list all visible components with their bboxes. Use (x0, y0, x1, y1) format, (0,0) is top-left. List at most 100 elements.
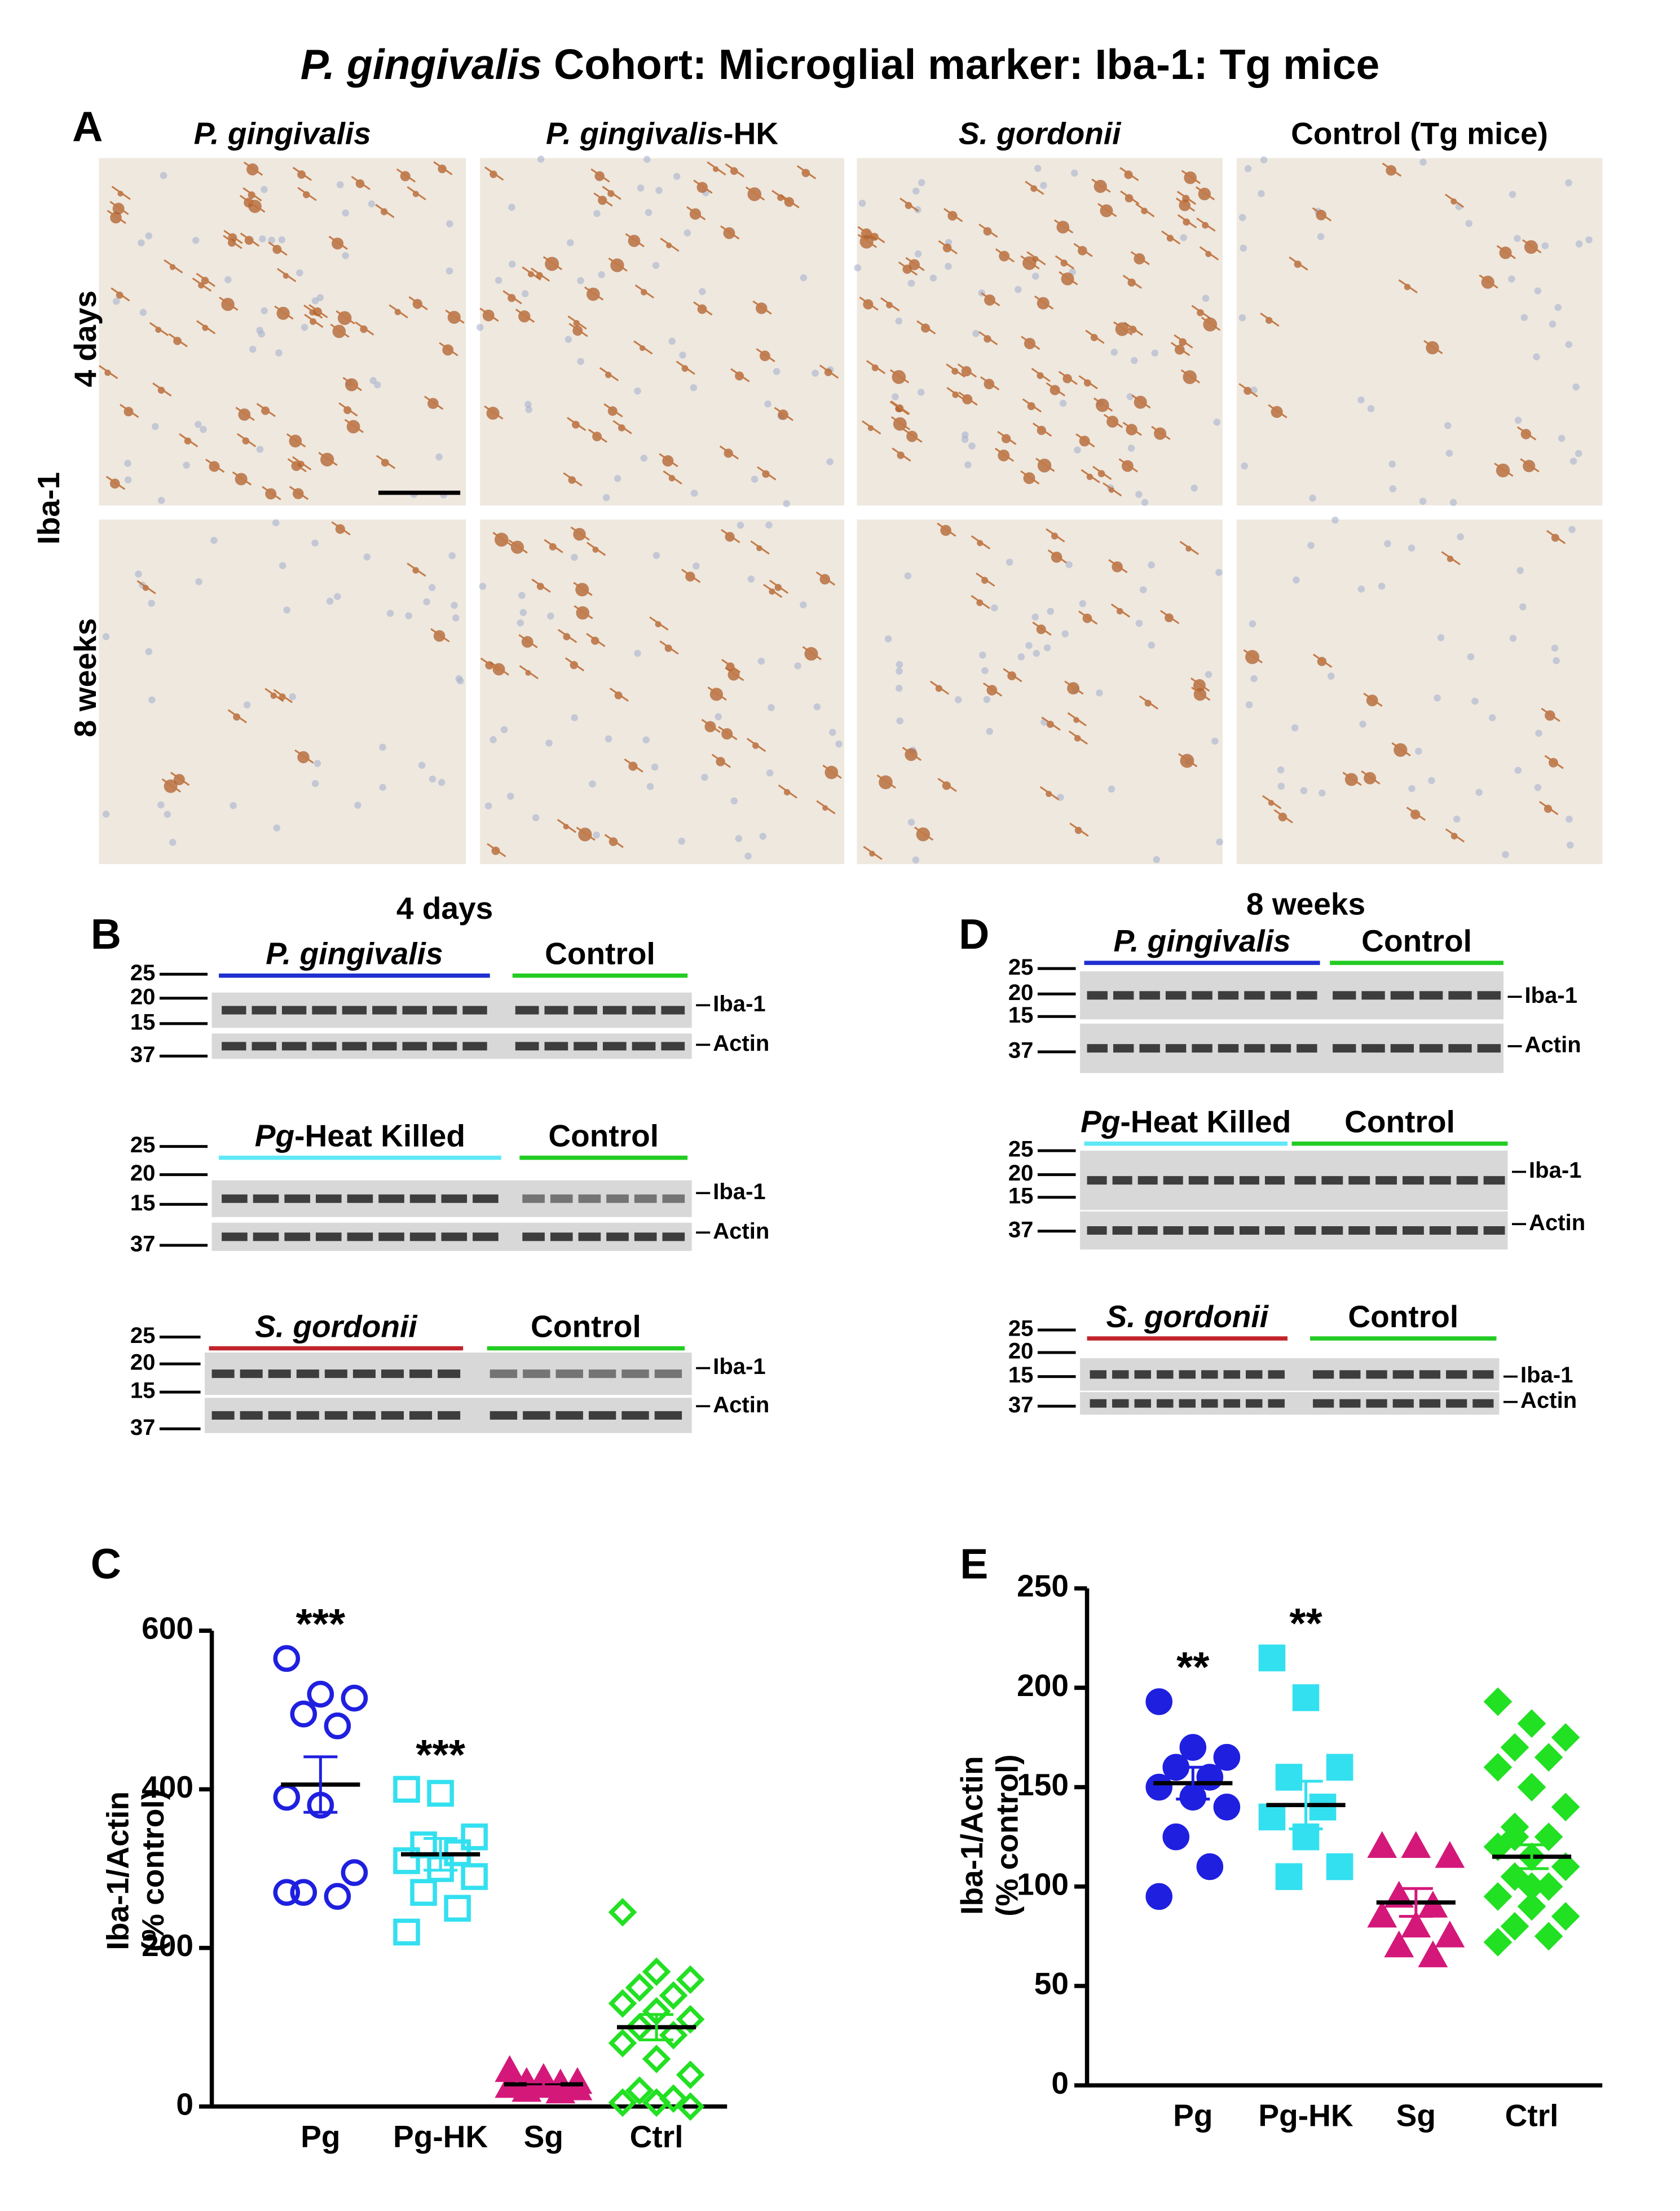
process (330, 323, 350, 338)
band (1429, 1226, 1451, 1235)
process (676, 360, 695, 375)
band (578, 1232, 601, 1241)
process (857, 234, 878, 248)
nucleus (813, 703, 821, 711)
band (544, 1042, 568, 1051)
process (1151, 426, 1171, 441)
band (1087, 1044, 1108, 1053)
significance: *** (296, 1600, 345, 1648)
process (492, 532, 512, 547)
nucleus (418, 761, 426, 769)
process (593, 192, 613, 207)
x-tick-label: Sg (524, 2119, 563, 2154)
band (1218, 991, 1239, 1000)
process (375, 204, 395, 218)
nucleus (991, 604, 998, 612)
process (763, 584, 783, 598)
label: Control (1361, 923, 1472, 958)
nucleus (892, 393, 899, 400)
process (720, 225, 740, 240)
sem-bar (424, 1837, 458, 1872)
nucleus (1575, 240, 1583, 248)
nucleus (326, 597, 334, 605)
micrograph-bg (857, 519, 1223, 864)
process (1075, 433, 1095, 448)
nucleus (1388, 460, 1396, 468)
band (1419, 1399, 1441, 1408)
band-label: Iba-1 (713, 1179, 765, 1204)
nucleus (484, 802, 492, 810)
nucleus (545, 739, 553, 747)
process (109, 201, 129, 215)
process (297, 187, 317, 201)
band (1294, 1176, 1316, 1185)
band (296, 1369, 319, 1378)
process (286, 433, 306, 448)
process (721, 529, 740, 544)
nucleus (195, 421, 202, 428)
label-text: Control (1361, 923, 1472, 958)
nucleus (571, 553, 578, 561)
process (531, 578, 551, 593)
process (624, 758, 643, 773)
nucleus (904, 572, 912, 580)
process (1313, 654, 1333, 668)
process (424, 395, 444, 410)
band (490, 1411, 518, 1420)
band (222, 1194, 248, 1203)
process (433, 161, 453, 175)
band (1446, 1370, 1467, 1379)
band (1188, 1176, 1209, 1185)
band (378, 1194, 404, 1203)
nucleus (1300, 787, 1308, 795)
nucleus (983, 695, 991, 703)
band (381, 1411, 404, 1420)
process (196, 320, 216, 334)
nucleus (642, 736, 650, 744)
process (903, 428, 923, 443)
band (654, 1369, 682, 1378)
band (555, 1411, 583, 1420)
band (1268, 1399, 1285, 1408)
process (1445, 828, 1465, 843)
process (1097, 202, 1117, 217)
nucleus (1408, 785, 1416, 792)
process (693, 179, 713, 194)
process (859, 296, 879, 311)
micrograph-bg (99, 519, 466, 864)
label: S. gordonii (255, 1309, 418, 1344)
process (543, 256, 563, 271)
band (315, 1194, 342, 1203)
nucleus (1240, 244, 1247, 252)
process (573, 582, 593, 596)
nucleus (835, 740, 843, 748)
data-point (625, 1973, 654, 2002)
label-italic: S. gordonii (255, 1309, 418, 1344)
band (312, 1042, 337, 1051)
nucleus (1449, 499, 1457, 506)
band (515, 1006, 539, 1015)
nucleus (1108, 785, 1115, 793)
nucleus (829, 729, 836, 736)
data-point (1551, 1792, 1580, 1822)
nucleus (651, 763, 659, 771)
nucleus (448, 552, 456, 560)
process (563, 472, 583, 487)
nucleus (243, 701, 251, 708)
title-rest: Cohort: Microglial marker: Iba-1: Tg mic… (542, 41, 1379, 88)
band (1134, 1370, 1152, 1379)
data-point (608, 2028, 637, 2058)
band (1270, 1044, 1291, 1053)
band (1239, 1176, 1259, 1185)
nucleus (986, 728, 994, 735)
nucleus (698, 288, 706, 296)
nucleus (1535, 729, 1542, 737)
micrograph-bg (480, 519, 845, 864)
band (462, 1042, 487, 1051)
process (1020, 470, 1040, 485)
label-italic: P. gingivalis (1113, 923, 1290, 958)
band (222, 1006, 246, 1015)
nucleus (668, 337, 676, 345)
process (1544, 755, 1564, 769)
band (240, 1369, 263, 1378)
